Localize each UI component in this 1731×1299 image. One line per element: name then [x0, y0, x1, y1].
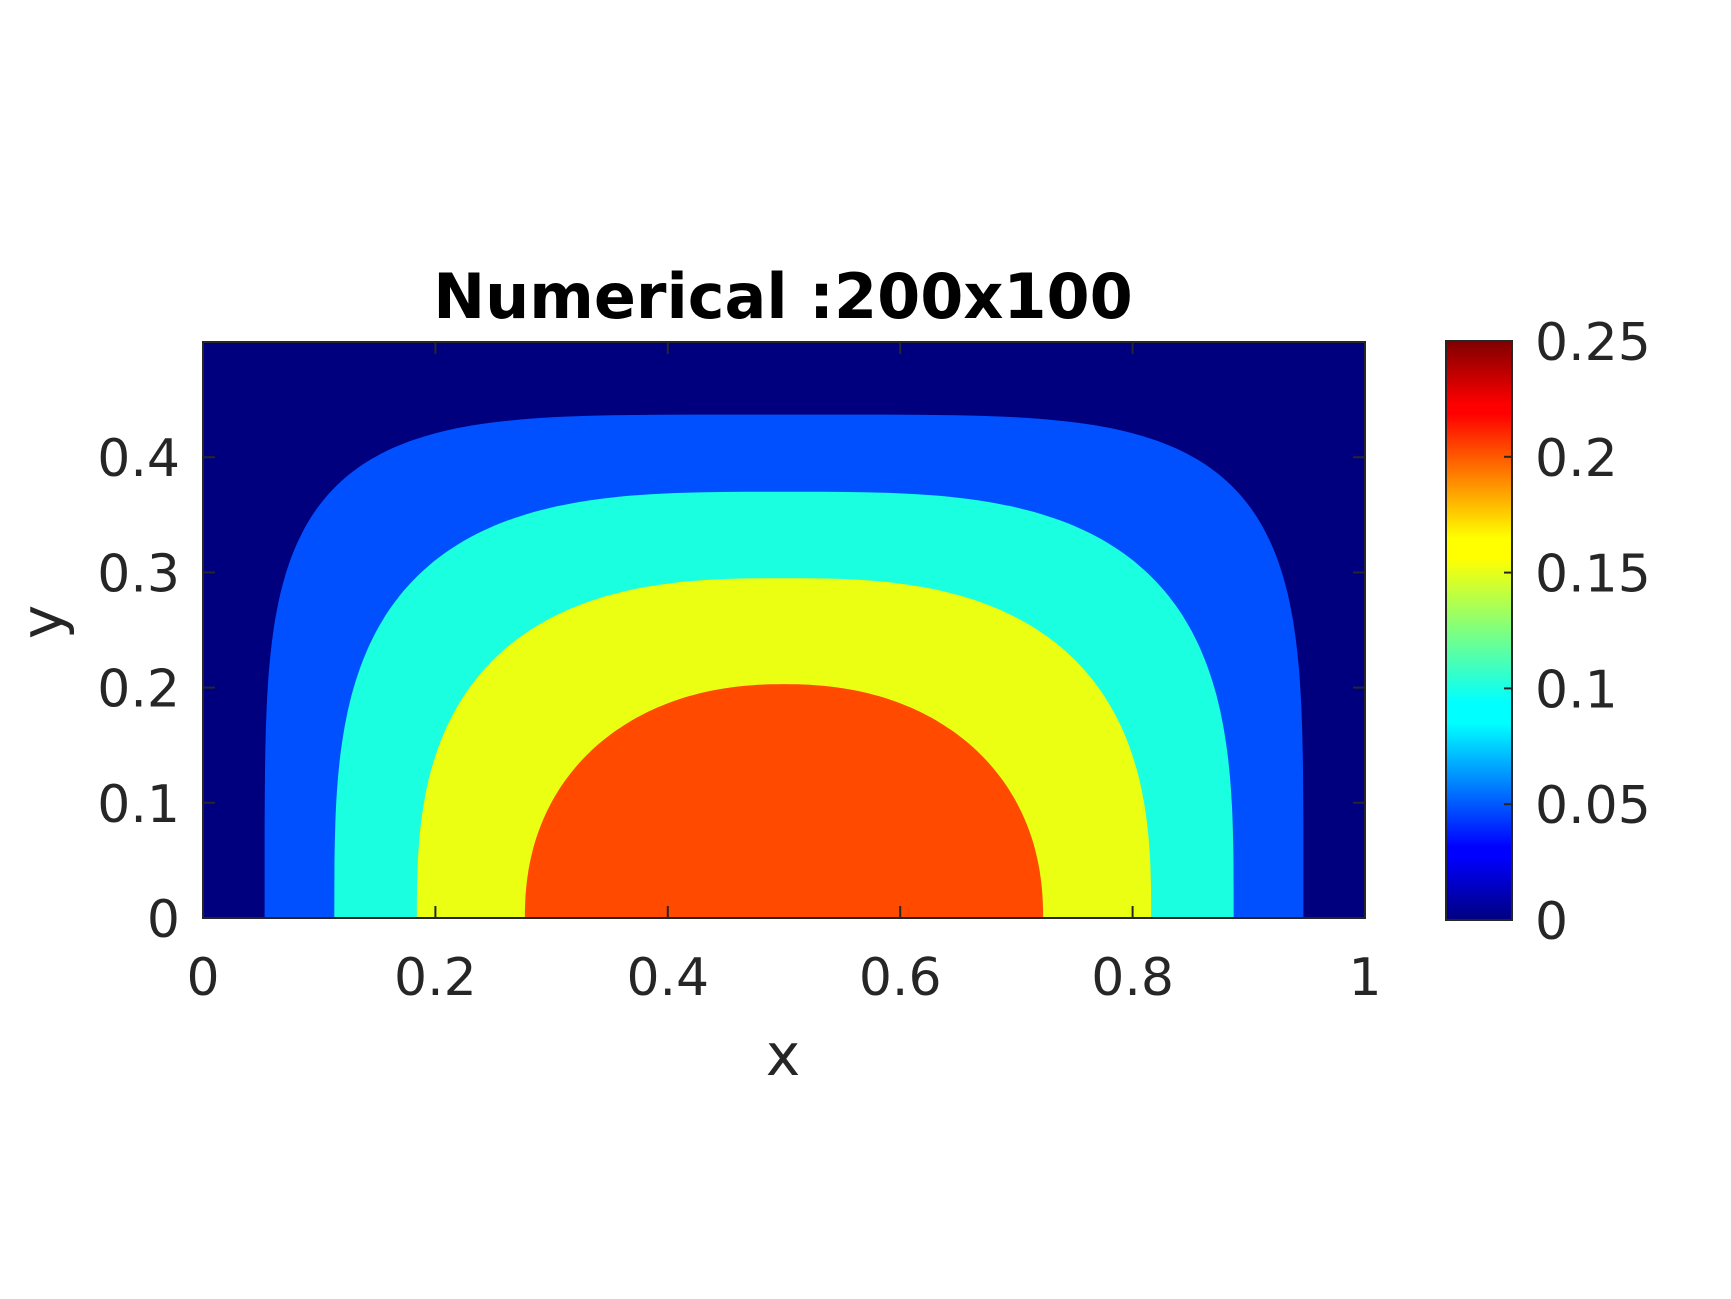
- y-tick-label: 0.4: [97, 429, 180, 489]
- plot-frame: [202, 341, 1366, 919]
- colorbar-tick-label: 0.1: [1535, 660, 1618, 720]
- x-tick-label: 1: [1348, 948, 1381, 1008]
- x-axis: 0 0.2 0.4 0.6 0.8 1: [186, 342, 1382, 1008]
- x-tick-label: 0.4: [626, 948, 709, 1008]
- colorbar-tick-label: 0.2: [1535, 429, 1618, 489]
- colorbar-bar: [1445, 340, 1513, 921]
- y-tick-label: 0: [147, 890, 180, 950]
- colorbar-tick-label: 0.15: [1535, 545, 1651, 605]
- colorbar: 0 0.05 0.1 0.15 0.2 0.25: [1445, 313, 1651, 952]
- y-tick-label: 0.1: [97, 775, 180, 835]
- y-axis-label: y: [8, 605, 76, 639]
- x-tick-label: 0.2: [394, 948, 477, 1008]
- chart-title: Numerical :200x100: [433, 260, 1133, 333]
- y-tick-label: 0.2: [97, 660, 180, 720]
- x-tick-label: 0.6: [859, 948, 942, 1008]
- contour-plot-area: [202, 341, 1366, 919]
- contour-band-0.2: [524, 684, 1044, 918]
- y-tick-label: 0.3: [97, 544, 180, 604]
- colorbar-tick-label: 0.05: [1535, 776, 1651, 836]
- x-tick-label: 0: [186, 948, 219, 1008]
- x-axis-label: x: [766, 1021, 800, 1089]
- colorbar-tick-label: 0.25: [1535, 313, 1651, 373]
- colorbar-tick-label: 0: [1535, 892, 1568, 952]
- x-tick-label: 0.8: [1091, 948, 1174, 1008]
- y-axis: 0 0.1 0.2 0.3 0.4: [97, 429, 1365, 950]
